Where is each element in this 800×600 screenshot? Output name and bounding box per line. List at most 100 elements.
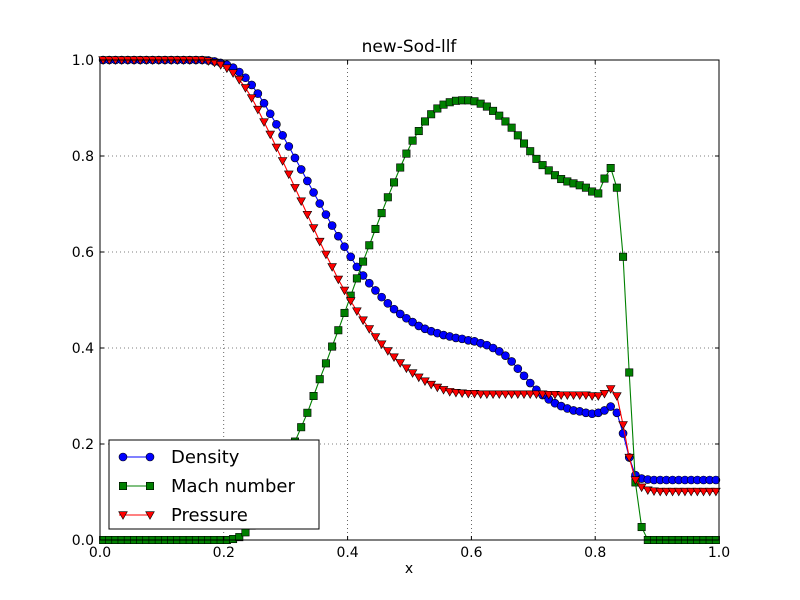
- data-point-pressure: [673, 487, 684, 497]
- data-point-mach-number: [383, 193, 392, 202]
- data-point-pressure: [506, 390, 517, 399]
- x-tick-label: 0.8: [584, 545, 606, 561]
- data-point-pressure: [333, 275, 344, 285]
- legend: Density Mach number Pressure: [108, 439, 320, 530]
- data-point-mach-number: [365, 241, 374, 250]
- data-point-pressure: [271, 143, 282, 153]
- data-point-pressure: [327, 263, 337, 272]
- data-point-pressure: [352, 307, 362, 316]
- data-point-pressure: [339, 286, 350, 296]
- data-point-mach-number: [520, 139, 529, 148]
- x-tick-label: 0.4: [336, 545, 358, 561]
- data-point-pressure: [358, 316, 368, 326]
- chart-title: new-Sod-llf: [362, 37, 458, 57]
- data-point-pressure: [612, 392, 622, 401]
- data-point-mach-number: [340, 308, 349, 317]
- data-point-pressure: [525, 390, 536, 399]
- x-tick-label: 1.0: [708, 545, 730, 561]
- data-point-pressure: [432, 383, 443, 393]
- data-point-pressure: [661, 487, 672, 497]
- data-point-pressure: [531, 390, 542, 399]
- legend-frame: [108, 439, 320, 530]
- data-point-density: [494, 347, 504, 356]
- data-point-density: [303, 176, 312, 186]
- y-tick-label: 0.6: [72, 245, 94, 261]
- legend-label: Pressure: [171, 505, 248, 526]
- data-point-pressure: [568, 391, 579, 400]
- data-point-mach-number: [328, 342, 337, 351]
- data-point-density: [296, 165, 306, 174]
- legend-item-pressure: Pressure: [118, 505, 248, 526]
- data-point-density: [290, 153, 300, 163]
- y-tick-label: 0.0: [72, 533, 94, 549]
- data-point-density: [315, 199, 325, 208]
- data-point-mach-number: [427, 110, 436, 119]
- data-point-pressure: [624, 453, 635, 463]
- data-point-pressure: [370, 333, 381, 342]
- data-point-pressure: [488, 390, 498, 399]
- data-point-pressure: [543, 390, 554, 400]
- data-point-mach-number: [414, 127, 423, 136]
- legend-item-mach-number: Mach number: [119, 476, 295, 497]
- legend-marker: [146, 481, 155, 490]
- axis-ticks: 0.0 0.2 0.4 0.6 0.8 1.0 0.0 0.2 0.4 0.6 0.8 1.0: [72, 53, 730, 561]
- data-point-mach-number: [495, 111, 504, 120]
- data-point-mach-number: [507, 123, 516, 132]
- data-point-density: [253, 89, 263, 98]
- data-point-density: [395, 309, 405, 319]
- data-point-pressure: [228, 69, 238, 78]
- data-point-density: [519, 371, 529, 381]
- data-point-density: [234, 67, 244, 77]
- data-point-pressure: [500, 390, 511, 399]
- data-point-mach-number: [396, 163, 405, 172]
- data-point-pressure: [240, 84, 251, 93]
- data-point-mach-number: [303, 408, 312, 417]
- data-point-mach-number: [408, 136, 417, 145]
- data-point-pressure: [209, 58, 220, 68]
- data-point-pressure: [246, 94, 257, 103]
- data-point-mach-number: [241, 528, 250, 537]
- data-point-density: [334, 231, 343, 241]
- data-point-pressure: [290, 184, 300, 193]
- data-point-density: [606, 402, 615, 411]
- x-tick-label: 0.2: [213, 545, 235, 561]
- data-point-pressure: [383, 347, 393, 356]
- data-point-density: [408, 317, 417, 327]
- data-point-pressure: [395, 359, 406, 368]
- data-point-pressure: [649, 487, 659, 496]
- data-point-mach-number: [377, 209, 386, 218]
- data-point-density: [402, 313, 411, 323]
- legend-label: Mach number: [171, 476, 295, 497]
- data-point-pressure: [407, 369, 418, 378]
- data-point-mach-number: [600, 174, 609, 183]
- data-point-pressure: [537, 390, 548, 399]
- data-point-density: [377, 292, 386, 302]
- data-point-pressure: [277, 157, 288, 166]
- data-point-pressure: [265, 130, 276, 140]
- legend-label: Density: [171, 447, 240, 468]
- data-point-pressure: [667, 487, 678, 497]
- data-point-pressure: [457, 389, 467, 399]
- data-point-density: [284, 142, 294, 151]
- data-point-pressure: [321, 250, 331, 260]
- y-tick-label: 0.2: [72, 437, 94, 453]
- data-point-pressure: [704, 487, 715, 497]
- data-point-density: [371, 286, 380, 295]
- x-axis-title: x: [405, 561, 413, 577]
- plot-frame: [99, 59, 720, 541]
- data-point-pressure: [605, 385, 616, 394]
- data-point-mach-number: [235, 533, 244, 542]
- data-point-density: [711, 475, 721, 485]
- data-point-pressure: [469, 389, 480, 399]
- data-point-pressure: [389, 353, 399, 363]
- data-point-pressure: [494, 390, 505, 399]
- data-point-pressure: [482, 390, 492, 399]
- data-point-pressure: [698, 487, 709, 497]
- data-point-mach-number: [297, 423, 306, 432]
- series-density: [98, 55, 721, 485]
- data-point-mach-number: [352, 274, 361, 283]
- data-point-mach-number: [612, 183, 621, 192]
- data-point-density: [383, 299, 393, 308]
